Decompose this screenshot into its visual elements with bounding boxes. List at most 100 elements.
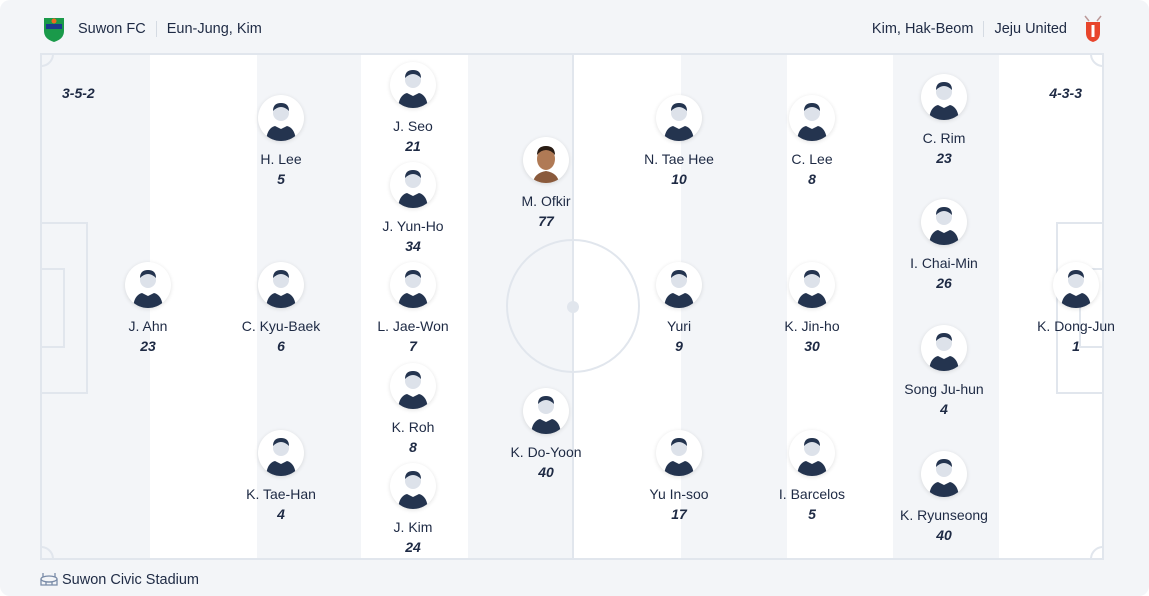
corner-arc: [1090, 546, 1102, 558]
right-penalty-box: [1056, 222, 1102, 394]
player-number: 40: [936, 527, 952, 543]
player-name: L. Jae-Won: [377, 318, 449, 334]
away-player[interactable]: I. Barcelos 5: [752, 430, 872, 522]
home-coach-name[interactable]: Eun-Jung, Kim: [166, 21, 262, 37]
player-name: K. Roh: [391, 419, 435, 435]
player-avatar-icon: [921, 74, 967, 120]
player-name: K. Do-Yoon: [510, 444, 582, 460]
player-avatar-icon: [921, 199, 967, 245]
player-number: 1: [1072, 338, 1080, 354]
player-avatar-icon: [1053, 262, 1099, 308]
player-avatar-icon: [390, 62, 436, 108]
pitch-stripe: [150, 55, 257, 558]
home-player[interactable]: M. Ofkir 77: [486, 137, 606, 229]
player-avatar-icon: [258, 430, 304, 476]
player-name: K. Tae-Han: [246, 486, 316, 502]
player-avatar-icon: [656, 430, 702, 476]
away-player[interactable]: C. Rim 23: [884, 74, 1004, 166]
away-player[interactable]: K. Ryunseong 40: [884, 451, 1004, 543]
home-team-name[interactable]: Suwon FC: [78, 21, 146, 37]
player-number: 23: [140, 338, 156, 354]
venue: Suwon Civic Stadium: [40, 572, 199, 588]
stadium-icon: [40, 573, 58, 586]
away-player[interactable]: N. Tae Hee 10: [619, 95, 739, 187]
player-number: 5: [277, 171, 285, 187]
venue-name: Suwon Civic Stadium: [62, 572, 199, 588]
home-player[interactable]: K. Tae-Han 4: [221, 430, 341, 522]
away-coach-name[interactable]: Kim, Hak-Beom: [871, 21, 974, 37]
player-number: 8: [409, 439, 417, 455]
away-formation: 4-3-3: [1049, 85, 1082, 101]
home-player[interactable]: J. Seo 21: [353, 62, 473, 154]
player-number: 4: [940, 401, 948, 417]
home-player[interactable]: K. Roh 8: [353, 363, 473, 455]
home-player[interactable]: J. Ahn 23: [88, 262, 208, 354]
player-number: 6: [277, 338, 285, 354]
player-avatar-icon: [390, 162, 436, 208]
player-avatar-icon: [390, 363, 436, 409]
player-number: 34: [405, 238, 421, 254]
home-player[interactable]: C. Kyu-Baek 6: [221, 262, 341, 354]
player-name: K. Ryunseong: [900, 507, 988, 523]
player-avatar-icon: [258, 262, 304, 308]
center-circle: [506, 239, 640, 373]
home-player[interactable]: L. Jae-Won 7: [353, 262, 473, 354]
pitch-stripe: [42, 55, 150, 558]
away-player[interactable]: K. Jin-ho 30: [752, 262, 872, 354]
player-name: Yuri: [666, 318, 692, 334]
away-player[interactable]: I. Chai-Min 26: [884, 199, 1004, 291]
player-name: C. Lee: [791, 151, 833, 167]
player-name: C. Kyu-Baek: [241, 318, 321, 334]
player-number: 4: [277, 506, 285, 522]
away-player[interactable]: C. Lee 8: [752, 95, 872, 187]
away-player[interactable]: Song Ju-hun 4: [884, 325, 1004, 417]
player-name: K. Dong-Jun: [1037, 318, 1115, 334]
player-avatar-icon: [390, 262, 436, 308]
center-spot: [567, 301, 579, 313]
left-goal-area: [42, 268, 65, 348]
divider: [983, 21, 985, 37]
player-avatar-icon: [656, 262, 702, 308]
jeju-united-crest-icon: [1084, 15, 1102, 42]
away-team-name[interactable]: Jeju United: [994, 21, 1067, 37]
away-player[interactable]: Yuri 9: [619, 262, 739, 354]
player-avatar-icon: [523, 137, 569, 183]
player-avatar-icon: [789, 95, 835, 141]
away-player[interactable]: K. Dong-Jun 1: [1016, 262, 1136, 354]
player-number: 23: [936, 150, 952, 166]
player-number: 8: [808, 171, 816, 187]
player-number: 17: [671, 506, 687, 522]
away-player[interactable]: Yu In-soo 17: [619, 430, 739, 522]
player-number: 10: [671, 171, 687, 187]
player-name: C. Rim: [922, 130, 966, 146]
player-avatar-icon: [390, 463, 436, 509]
pitch-stripe: [681, 55, 787, 558]
home-formation: 3-5-2: [62, 85, 95, 101]
player-name: J. Ahn: [128, 318, 168, 334]
player-avatar-icon: [921, 451, 967, 497]
player-name: Yu In-soo: [649, 486, 709, 502]
player-name: J. Seo: [393, 118, 433, 134]
home-player[interactable]: J. Kim 24: [353, 463, 473, 555]
player-number: 9: [675, 338, 683, 354]
player-name: M. Ofkir: [521, 193, 571, 209]
home-player[interactable]: H. Lee 5: [221, 95, 341, 187]
player-name: Song Ju-hun: [904, 381, 984, 397]
home-player[interactable]: J. Yun-Ho 34: [353, 162, 473, 254]
player-avatar-icon: [921, 325, 967, 371]
player-name: H. Lee: [260, 151, 302, 167]
player-number: 30: [804, 338, 820, 354]
player-number: 77: [538, 213, 554, 229]
player-avatar-icon: [789, 430, 835, 476]
player-avatar-icon: [789, 262, 835, 308]
player-avatar-icon: [523, 388, 569, 434]
player-name: I. Barcelos: [778, 486, 846, 502]
player-avatar-icon: [258, 95, 304, 141]
player-name: I. Chai-Min: [910, 255, 978, 271]
player-number: 26: [936, 275, 952, 291]
player-name: N. Tae Hee: [644, 151, 714, 167]
home-player[interactable]: K. Do-Yoon 40: [486, 388, 606, 480]
player-number: 21: [405, 138, 421, 154]
player-name: K. Jin-ho: [784, 318, 840, 334]
